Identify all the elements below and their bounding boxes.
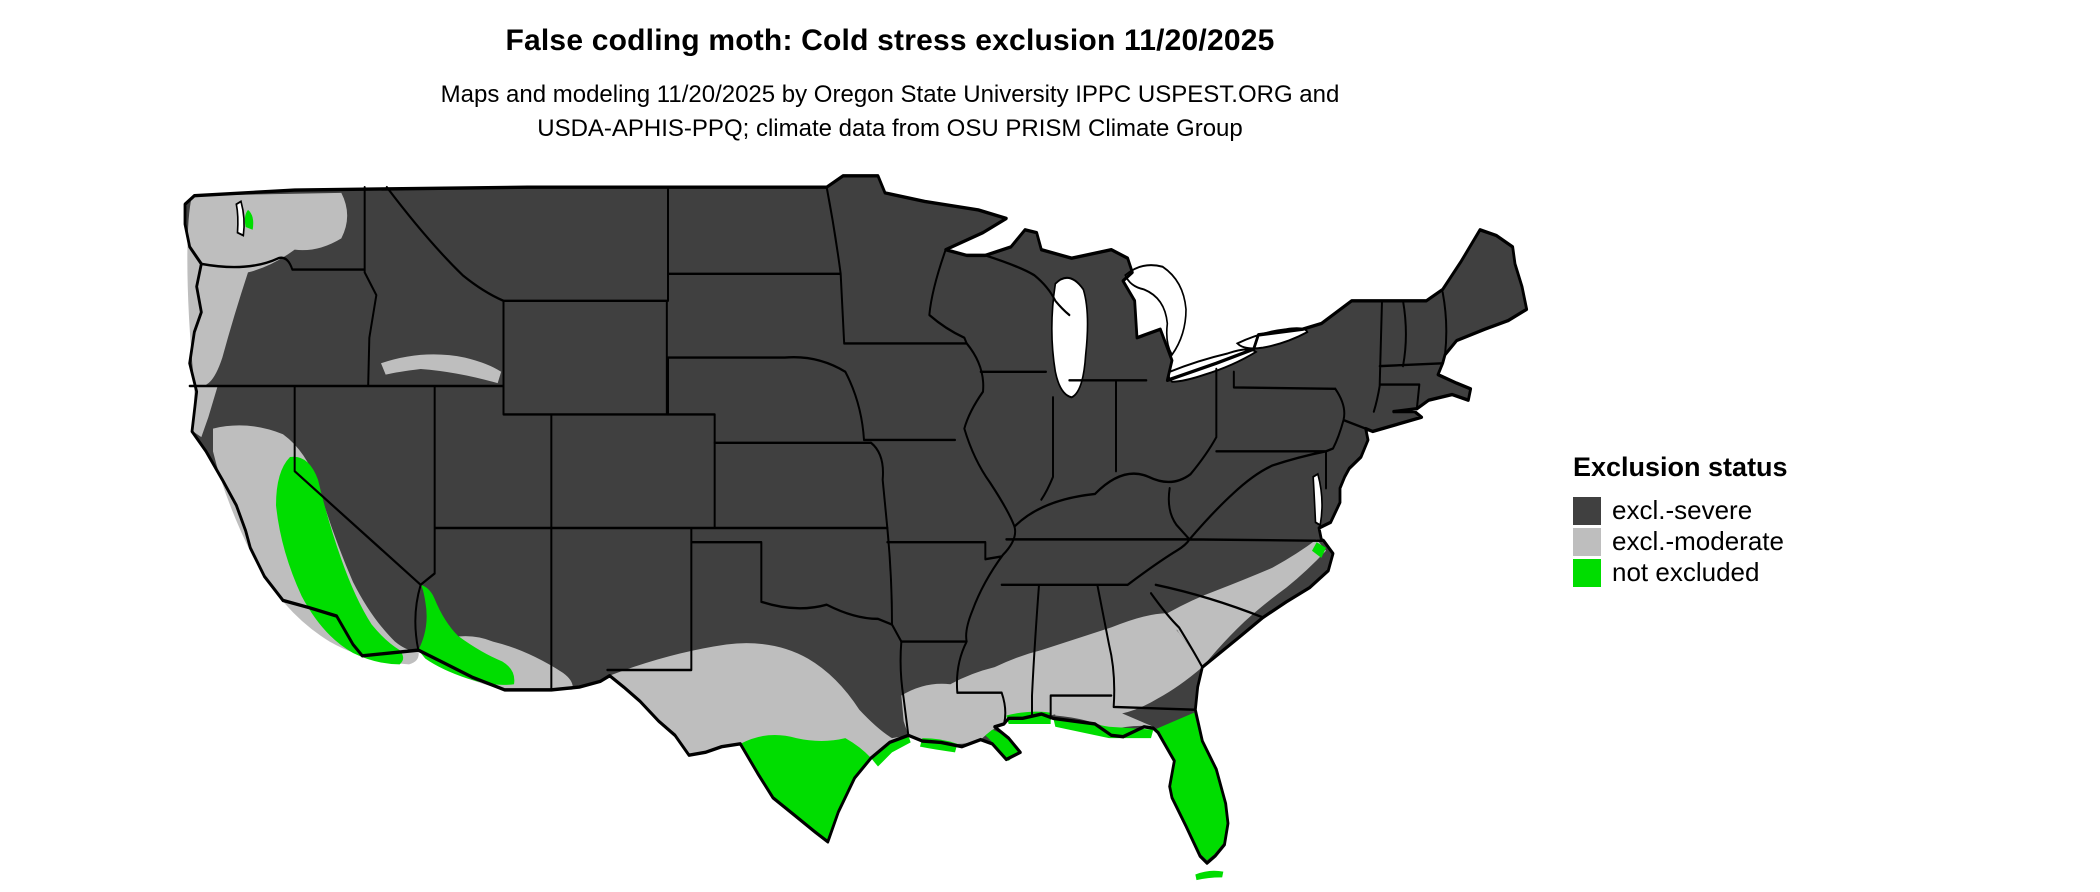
us-outline [183,174,1529,865]
region-moderate-snake-plain [381,354,502,384]
subtitle: Maps and modeling 11/20/2025 by Oregon S… [0,78,1780,146]
state-borders-east [928,248,1448,720]
subtitle-line-1: Maps and modeling 11/20/2025 by Oregon S… [440,81,1340,108]
page-title: False codling moth: Cold stress exclusio… [505,24,1275,57]
legend-item-not-excluded: not excluded [1573,557,1788,588]
region-green-mississippi-delta [985,729,1018,761]
state-borders [188,185,1448,737]
header: False codling moth: Cold stress exclusio… [0,24,1780,146]
subtitle-line-2: USDA-APHIS-PPQ; climate data from OSU PR… [537,115,1243,142]
region-green-southwest-arizona [418,584,515,685]
us-map-svg [183,174,1529,881]
lake-huron [1124,264,1187,357]
legend-title: Exclusion status [1573,452,1788,482]
us-map [178,173,1543,883]
legend: Exclusion status excl.-severe excl.-mode… [1573,452,1788,588]
legend-swatch-severe [1573,496,1601,525]
legend-item-severe: excl.-severe [1573,495,1788,526]
legend-label-not-excluded: not excluded [1612,557,1760,587]
region-green-outer-banks [1312,542,1326,558]
region-moderate-carolinas-coast [1167,539,1326,668]
region-moderate-florida-panhandle [1053,701,1154,730]
region-green-california-valley [276,456,404,665]
region-moderate-north-california-coast [193,386,218,438]
region-moderate-pacific-northwest [187,192,348,386]
us-landmass [185,175,1527,864]
legend-label-moderate: excl.-moderate [1612,526,1784,556]
region-green-south-texas [740,734,871,842]
chesapeake-bay [1312,472,1323,527]
legend-label-severe: excl.-severe [1612,495,1753,525]
region-green-florida-keys [1195,870,1224,881]
legend-swatch-not-excluded [1573,558,1601,587]
legend-swatch-moderate [1573,527,1601,556]
region-moderate-gulf-states [901,613,1203,745]
region-green-puget-sound [244,209,254,230]
state-borders-west [188,185,903,692]
puget-sound [235,199,245,237]
legend-item-moderate: excl.-moderate [1573,526,1788,557]
region-green-florida-peninsula [1154,712,1227,861]
region-green-texas-coast [871,735,911,767]
